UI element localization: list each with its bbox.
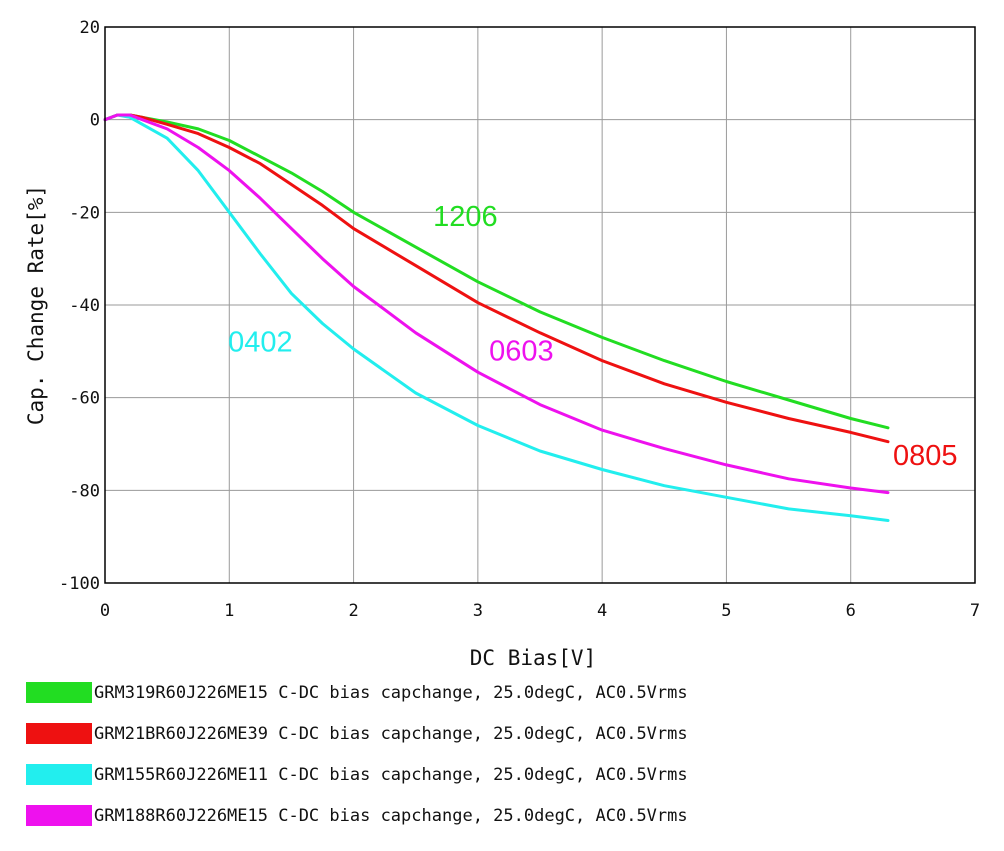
legend-label: GRM188R60J226ME15 C-DC bias capchange, 2… bbox=[94, 805, 688, 826]
legend: GRM319R60J226ME15 C-DC bias capchange, 2… bbox=[26, 682, 688, 846]
y-tick-label: 0 bbox=[90, 111, 100, 131]
x-tick-label: 2 bbox=[348, 601, 358, 621]
x-tick-labels: 0 1 2 3 4 5 6 7 bbox=[100, 601, 980, 621]
y-tick-labels: 20 0 -20 -40 -60 -80 -100 bbox=[59, 18, 100, 594]
x-axis-label: DC Bias[V] bbox=[470, 646, 596, 670]
x-tick-label: 0 bbox=[100, 601, 110, 621]
legend-label: GRM21BR60J226ME39 C-DC bias capchange, 2… bbox=[94, 723, 688, 744]
y-tick-label: -20 bbox=[69, 203, 100, 223]
y-tick-label: -40 bbox=[69, 296, 100, 316]
x-tick-label: 5 bbox=[721, 601, 731, 621]
x-tick-label: 3 bbox=[473, 601, 483, 621]
x-tick-label: 1 bbox=[224, 601, 234, 621]
y-tick-label: 20 bbox=[80, 18, 100, 38]
annotation-0805: 0805 bbox=[893, 440, 958, 472]
legend-swatch bbox=[26, 764, 92, 785]
legend-swatch bbox=[26, 682, 92, 703]
y-tick-label: -60 bbox=[69, 389, 100, 409]
y-axis-label: Cap. Change Rate[%] bbox=[24, 185, 48, 425]
grid-lines bbox=[105, 27, 975, 583]
series-line-0402 bbox=[103, 113, 890, 522]
annotation-0603: 0603 bbox=[489, 336, 554, 368]
annotations: 1206 0805 0402 0603 bbox=[228, 201, 957, 472]
series-line-0805 bbox=[103, 113, 890, 444]
legend-label: GRM155R60J226ME11 C-DC bias capchange, 2… bbox=[94, 764, 688, 785]
legend-swatch bbox=[26, 805, 92, 826]
legend-swatch bbox=[26, 723, 92, 744]
x-tick-label: 4 bbox=[597, 601, 607, 621]
series-layer bbox=[103, 113, 890, 522]
x-tick-label: 6 bbox=[846, 601, 856, 621]
plot-area-frame bbox=[104, 26, 976, 584]
y-tick-label: -100 bbox=[59, 574, 100, 594]
legend-item: GRM21BR60J226ME39 C-DC bias capchange, 2… bbox=[26, 723, 688, 744]
series-line-0603 bbox=[103, 113, 890, 495]
annotation-1206: 1206 bbox=[433, 201, 498, 233]
legend-item: GRM188R60J226ME15 C-DC bias capchange, 2… bbox=[26, 805, 688, 826]
x-tick-label: 7 bbox=[970, 601, 980, 621]
annotation-0402: 0402 bbox=[228, 326, 293, 358]
y-tick-label: -80 bbox=[69, 481, 100, 501]
legend-item: GRM319R60J226ME15 C-DC bias capchange, 2… bbox=[26, 682, 688, 703]
legend-label: GRM319R60J226ME15 C-DC bias capchange, 2… bbox=[94, 682, 688, 703]
legend-item: GRM155R60J226ME11 C-DC bias capchange, 2… bbox=[26, 764, 688, 785]
chart: 0 1 2 3 4 5 6 7 20 0 -20 -40 -60 -80 -100 1206 0805 040… bbox=[24, 18, 980, 670]
